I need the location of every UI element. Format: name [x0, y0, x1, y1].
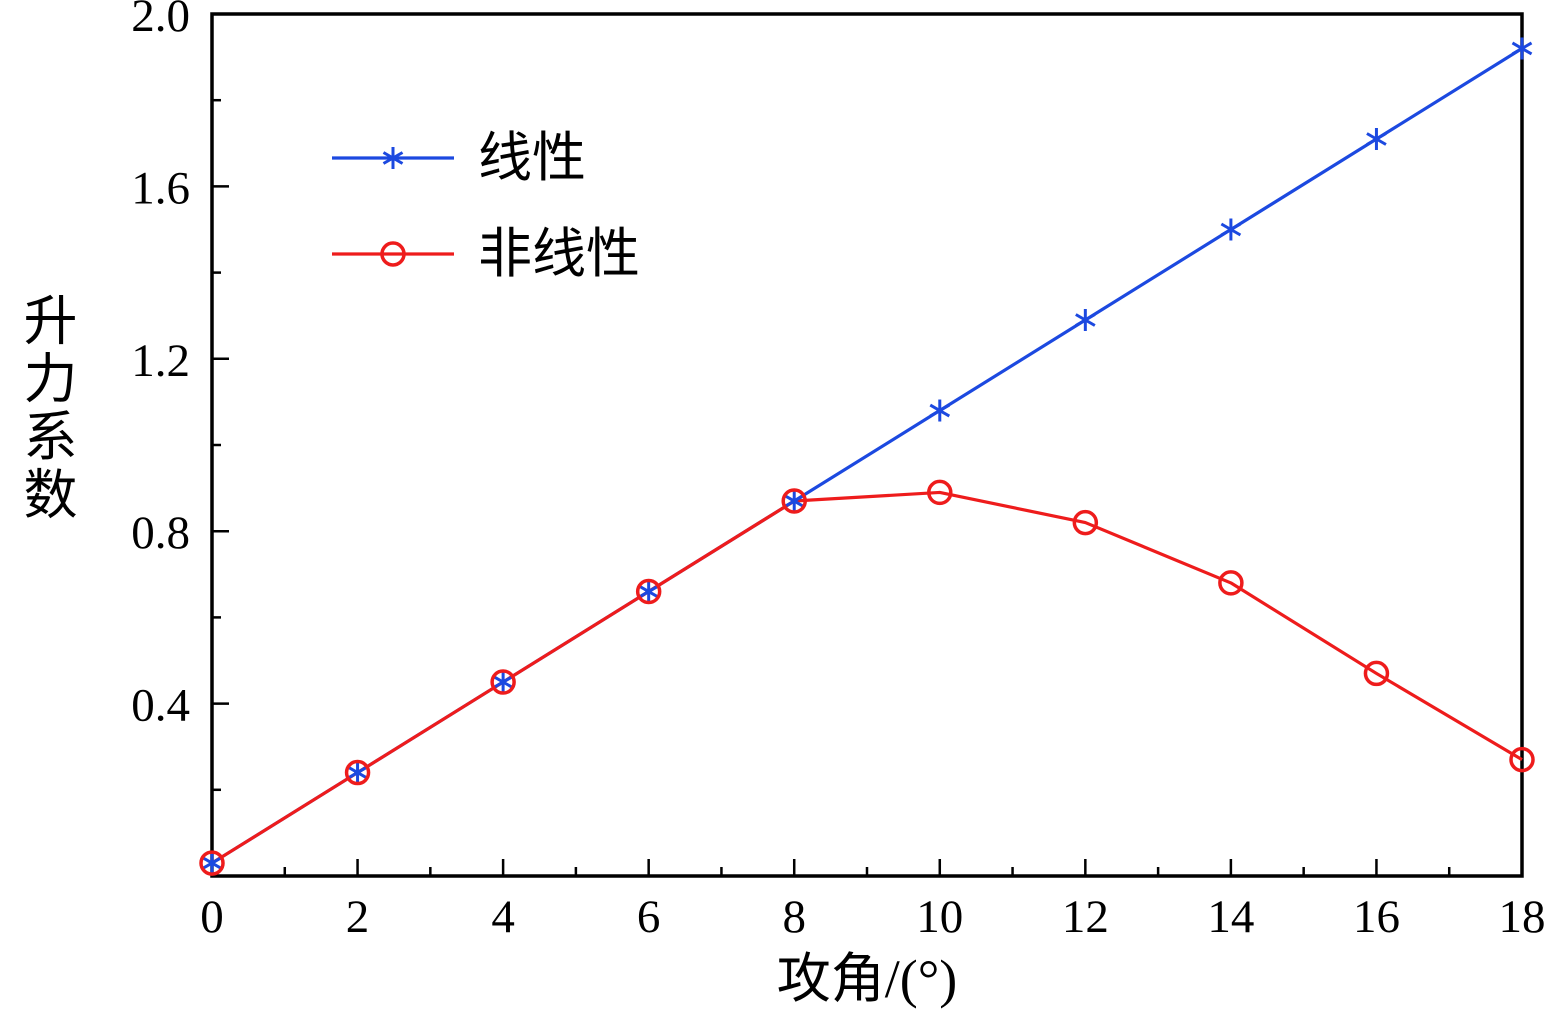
x-tick-label: 18	[1499, 891, 1546, 943]
x-tick-label: 14	[1207, 891, 1254, 943]
x-tick-label: 8	[782, 891, 806, 943]
plot-frame	[210, 12, 1524, 878]
y-tick-label: 1.6	[131, 162, 190, 214]
y-tick-label: 0.4	[131, 680, 190, 732]
x-axis-label: 攻角/(°)	[776, 949, 958, 1009]
x-tick-label: 6	[637, 891, 661, 943]
x-tick-label: 12	[1062, 891, 1109, 943]
x-tick-label: 0	[200, 891, 224, 943]
legend-label-0: 线性	[478, 128, 586, 188]
series-line-1	[211, 490, 1523, 865]
x-tick-label: 2	[346, 891, 370, 943]
x-tick-label: 16	[1353, 891, 1400, 943]
y-tick-label: 0.8	[131, 507, 190, 559]
series-markers-1	[199, 479, 1535, 876]
y-tick-label: 2.0	[131, 0, 190, 42]
tick-labels: 0 2 4 6 8 10 12 14 16 18 0.4 0.8 1.2 1.6 2.0	[131, 0, 1545, 943]
x-tick-label: 4	[491, 891, 515, 943]
legend-label-1: 非线性	[478, 224, 640, 284]
y-tick-label: 1.2	[131, 335, 190, 387]
series-markers-0	[201, 37, 1533, 875]
axis-ticks	[212, 98, 1451, 876]
y-axis-label: 升力系数	[15, 292, 75, 524]
x-tick-label: 10	[916, 891, 963, 943]
